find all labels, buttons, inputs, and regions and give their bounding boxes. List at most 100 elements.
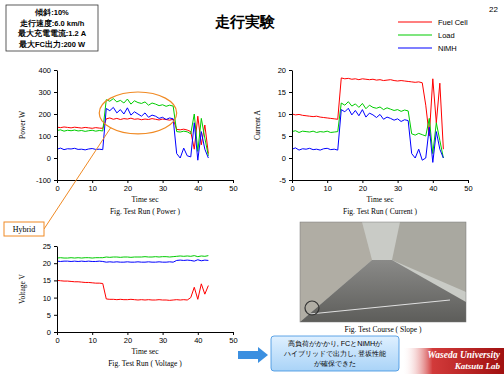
background (0, 0, 504, 374)
tick-label: 300 (38, 88, 51, 97)
tick-mark (54, 158, 57, 159)
tick-mark (198, 332, 199, 335)
callout: 高負荷がかかり, FCとNiMHがハイブリッドで出力し, 登坂性能が確保できた (271, 336, 399, 371)
tick-mark (289, 70, 292, 71)
tick-label: 30 (394, 184, 402, 193)
tick: 15 (43, 276, 57, 285)
tick-label: 30 (159, 184, 167, 193)
photo-caption: Fig. Test Course ( Slope ) (345, 325, 422, 334)
legend-swatch (398, 34, 432, 35)
legend-label: Load (438, 31, 455, 40)
callout-text: 高負荷がかかり, FCとNiMHが (288, 339, 384, 348)
condition-text: 最大FC出力:200 W (18, 40, 86, 49)
tick: 0 (55, 332, 59, 345)
legend-label: NiMH (438, 44, 457, 53)
tick-label: 0 (290, 184, 294, 193)
series-line (292, 108, 443, 162)
tick-mark (127, 332, 128, 335)
tick: 200 (38, 110, 57, 119)
tick-label: 10 (89, 336, 97, 345)
y-axis: 0 5 10 15 20 25 (43, 242, 58, 337)
footer: Waseda UniversityKatsuta Lab (402, 348, 504, 374)
tick-mark (198, 180, 199, 183)
y-axis-title: Power W (18, 110, 27, 139)
tick: 100 (38, 132, 57, 141)
footer-text: Katsuta Lab (454, 361, 501, 371)
tick-label: 20 (278, 66, 286, 75)
tick-label: 0 (47, 328, 51, 337)
condition-text: 最大充電電流:1.2 A (17, 28, 87, 38)
plot-lines (57, 256, 208, 301)
tick: 20 (43, 259, 57, 268)
tick-label: 30 (159, 336, 167, 345)
tick-mark (289, 92, 292, 93)
tick-label: 10 (89, 184, 97, 193)
tick-mark (54, 298, 57, 299)
tick: 50 (229, 332, 237, 345)
condition-text: 走行速度:6.0 km/h (19, 18, 85, 28)
x-axis-title: Time sec (366, 195, 394, 204)
tick: 0 (55, 180, 59, 193)
tick-mark (289, 180, 292, 181)
chart-panel: 01020304050-1000100200300400Time secPowe… (4, 66, 238, 236)
tick: 5 (47, 311, 57, 320)
tick-label: 25 (43, 242, 51, 251)
tick-label: 40 (194, 184, 202, 193)
tick: 0 (47, 328, 57, 337)
tick-mark (289, 136, 292, 137)
tick: 400 (38, 66, 57, 75)
tick-mark (54, 180, 57, 181)
tick-label: 20 (43, 259, 51, 268)
tick-mark (54, 92, 57, 93)
tick: 50 (229, 180, 237, 193)
tick-label: 20 (124, 184, 132, 193)
tick-mark (433, 180, 434, 183)
tick: 20 (278, 66, 292, 75)
tick-mark (54, 280, 57, 281)
x-axis: 0 10 20 30 40 50 (55, 332, 237, 345)
tick-mark (54, 114, 57, 115)
tick-label: 0 (282, 154, 286, 163)
tick-mark (327, 180, 328, 183)
tick-label: 400 (38, 66, 51, 75)
tick-label: 10 (278, 110, 286, 119)
series-line (292, 78, 443, 149)
chart-caption: Fig. Test Run ( Power ) (110, 207, 181, 216)
slide-title: 走行実験 (214, 13, 276, 30)
tick-mark (54, 332, 57, 333)
tick-mark (289, 158, 292, 159)
tick-label: 0 (55, 336, 59, 345)
tick: 0 (47, 154, 57, 163)
tick-mark (54, 263, 57, 264)
y-axis-title: Current A (253, 110, 262, 140)
x-axis: 01020304050 (290, 180, 472, 193)
tick-label: 20 (124, 336, 132, 345)
legend-swatch (398, 21, 432, 22)
tick-label: 50 (229, 184, 237, 193)
tick-mark (92, 332, 93, 335)
tick-label: 5 (282, 132, 286, 141)
tick-label: 50 (229, 336, 237, 345)
x-axis: 0 10 20 30 40 50 (55, 180, 237, 193)
tick: 10 (324, 180, 332, 193)
tick: 50 (464, 180, 472, 193)
tick: 0 (282, 154, 292, 163)
callout-box (271, 336, 399, 371)
tick-mark (362, 180, 363, 183)
tick-label: 40 (429, 184, 437, 193)
chart-caption: Fig. Test Run ( Voltage ) (108, 359, 182, 368)
callout-text: が確保できた (314, 359, 356, 368)
tick-label: 10 (43, 294, 51, 303)
tick-mark (54, 70, 57, 71)
tick: 0 (290, 180, 294, 193)
tick-label: 15 (43, 276, 51, 285)
tick-mark (398, 180, 399, 183)
tick: 40 (194, 332, 202, 345)
tick: 20 (124, 180, 132, 193)
tick-mark (163, 180, 164, 183)
page-number: 22 (489, 5, 498, 14)
y-axis: -1000100200300400 (36, 66, 58, 185)
footer-bar (402, 348, 504, 374)
tick: 30 (159, 180, 167, 193)
y-axis-line (57, 247, 58, 333)
